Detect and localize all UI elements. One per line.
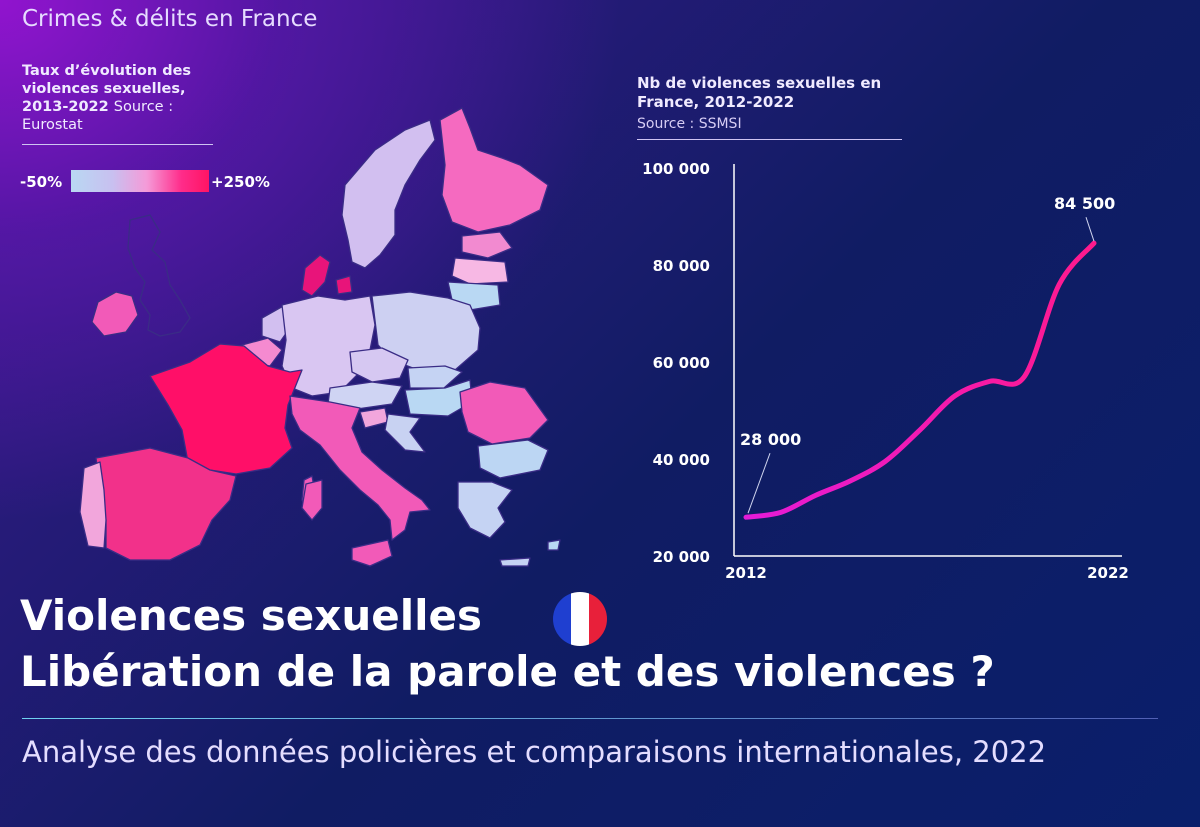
legend-max-label: +250% [211,173,270,191]
map-crete [499,557,531,567]
chart-source: Source : SSMSI [637,116,742,132]
map-italy [289,395,431,541]
flag-white-stripe [571,592,589,646]
map-estonia [461,231,513,259]
map-czechia [349,347,409,383]
map-croatia [384,413,426,453]
chart-title: Nb de violences sexuelles en France, 201… [637,74,882,111]
brand-title: Crimes & délits en France [22,6,318,32]
series-line [743,240,1097,520]
flag-blue-stripe [553,592,571,646]
map-ireland [91,291,139,337]
flag-red-stripe [589,592,607,646]
y-tick-label: 20 000 [653,548,710,566]
y-tick-label: 60 000 [653,354,710,372]
start-annotation: 28 000 [740,430,801,449]
map-title-divider [22,144,213,145]
y-tick-label: 100 000 [642,160,710,178]
y-tick-label: 80 000 [653,257,710,275]
map-uk-outline [127,214,191,337]
y-tick-label: 40 000 [653,451,710,469]
main-title-line1: Violences sexuelles [20,591,483,640]
end-annotation-leader [1085,217,1095,242]
europe-choropleth-map [79,107,561,567]
line-chart: 100 000 80 000 60 000 40 000 20 000 2012 2022… [642,160,1129,582]
map-sicily [351,539,393,567]
map-title: Taux d’évolution des violences sexuelles… [22,62,222,134]
end-annotation: 84 500 [1054,194,1115,213]
main-title-line2: Libération de la parole et des violences… [20,647,995,696]
subtitle: Analyse des données policières et compar… [22,735,1047,769]
map-denmark-islands [335,275,353,295]
map-slovenia [359,407,389,429]
chart-title-divider [637,139,902,140]
map-latvia [451,257,509,285]
map-greece [457,481,513,539]
x-tick-label: 2022 [1087,564,1129,582]
start-annotation-leader [747,453,771,514]
title-divider [22,718,1158,719]
map-title-text: Taux d’évolution des violences sexuelles… [22,63,192,115]
map-finland [439,107,549,233]
map-portugal [79,461,107,549]
x-tick-label: 2012 [725,564,767,582]
map-denmark [301,254,331,297]
map-slovakia [407,365,463,389]
map-romania [459,381,549,445]
legend-gradient-bar [71,170,209,192]
map-sweden [341,119,436,269]
legend-min-label: -50% [20,173,63,191]
main-title: Violences sexuelles Libération de la par… [20,588,995,700]
map-bulgaria [477,439,549,479]
map-france [149,343,303,475]
map-cyprus [547,539,561,551]
france-flag-icon [553,592,607,646]
map-sardinia [301,479,323,521]
map-source: Source : Eurostat [22,99,174,133]
